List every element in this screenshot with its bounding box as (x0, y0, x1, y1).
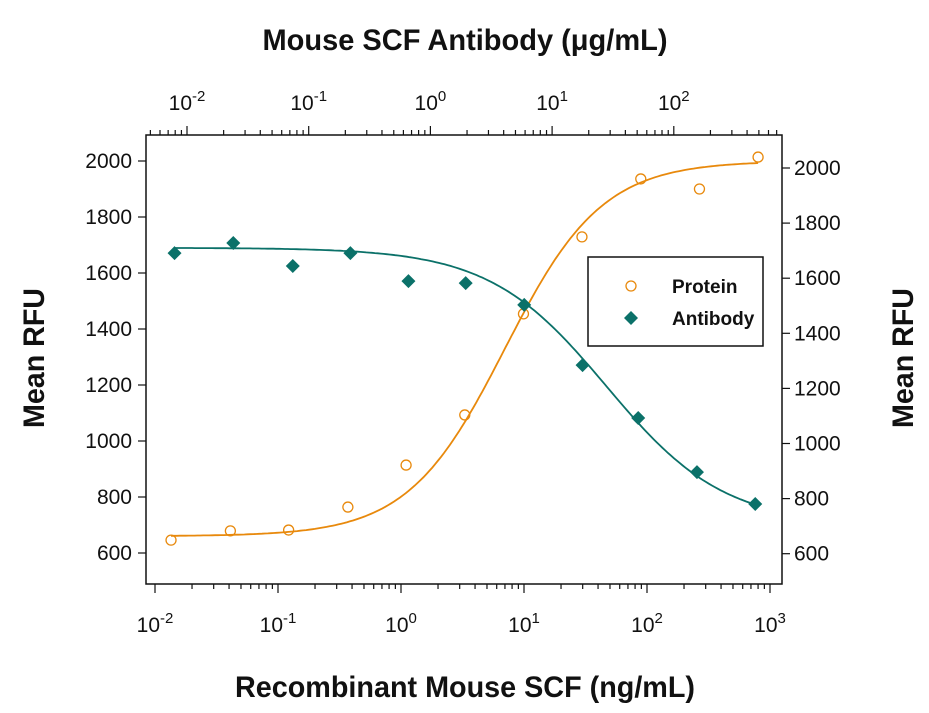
top-x-tick-label: 10-2 (169, 88, 206, 115)
y-axis-title-left: Mean RFU (18, 288, 51, 428)
y-tick-label-right: 2000 (794, 157, 841, 180)
y-tick-label-left: 800 (97, 486, 132, 509)
y-tick-label-right: 800 (794, 488, 829, 511)
data-point-protein (400, 459, 412, 471)
y-tick-label-left: 1800 (85, 206, 132, 229)
data-point-protein (459, 409, 471, 421)
legend: Protein Antibody (587, 256, 764, 347)
legend-marker-protein (625, 280, 637, 292)
data-point-protein (342, 501, 354, 513)
data-point-antibody (167, 246, 182, 261)
data-point-antibody (689, 465, 704, 480)
legend-label-protein: Protein (672, 277, 737, 298)
data-point-protein (693, 183, 706, 195)
y-tick-label-right: 1800 (794, 212, 841, 235)
x-tick-label: 101 (508, 610, 540, 637)
data-point-protein (224, 525, 237, 537)
data-point-protein (752, 151, 764, 163)
data-point-antibody (285, 259, 300, 273)
y-axis-title-right: Mean RFU (887, 288, 920, 428)
y-tick-label-left: 1200 (85, 374, 132, 397)
data-point-antibody (343, 246, 358, 261)
y-tick-label-left: 2000 (85, 150, 132, 173)
y-tick-label-left: 600 (97, 542, 132, 565)
x-axis-title: Recombinant Mouse SCF (ng/mL) (235, 671, 695, 704)
y-tick-label-right: 1000 (794, 433, 841, 456)
y-tick-label-right: 600 (794, 543, 829, 566)
data-point-antibody (575, 358, 590, 373)
x-tick-label: 100 (385, 610, 417, 637)
data-point-protein (635, 173, 647, 185)
fit-curve-antibody (174, 247, 756, 506)
y-tick-label-right: 1200 (794, 377, 841, 400)
x-tick-label: 103 (754, 610, 786, 637)
data-point-antibody (631, 411, 646, 426)
legend-box (587, 256, 764, 347)
data-point-antibody (226, 236, 241, 251)
fit-curve-protein (171, 162, 759, 537)
data-point-antibody (517, 297, 532, 312)
x-tick-label: 102 (631, 610, 663, 637)
data-point-protein (165, 534, 177, 546)
top-x-tick-label: 101 (536, 88, 568, 115)
data-point-antibody (748, 497, 763, 511)
x-tick-label: 10-2 (137, 610, 174, 637)
x-tick-label: 10-1 (260, 610, 297, 637)
y-tick-label-right: 1600 (794, 267, 841, 290)
top-x-tick-label: 100 (415, 88, 447, 115)
top-x-tick-label: 102 (658, 88, 690, 115)
legend-marker-antibody (624, 311, 638, 325)
y-tick-label-left: 1600 (85, 262, 132, 285)
y-tick-label-left: 1400 (85, 318, 132, 341)
y-tick-label-right: 1400 (794, 322, 841, 345)
data-point-protein (576, 231, 588, 243)
legend-label-antibody: Antibody (672, 309, 755, 330)
top-x-tick-label: 10-1 (290, 88, 327, 115)
data-point-antibody (458, 276, 473, 291)
y-tick-label-left: 1000 (85, 430, 132, 453)
top-axis-title: Mouse SCF Antibody (μg/mL) (263, 24, 668, 57)
data-point-protein (282, 524, 295, 536)
plot-frame (145, 134, 783, 585)
data-point-antibody (401, 274, 416, 289)
